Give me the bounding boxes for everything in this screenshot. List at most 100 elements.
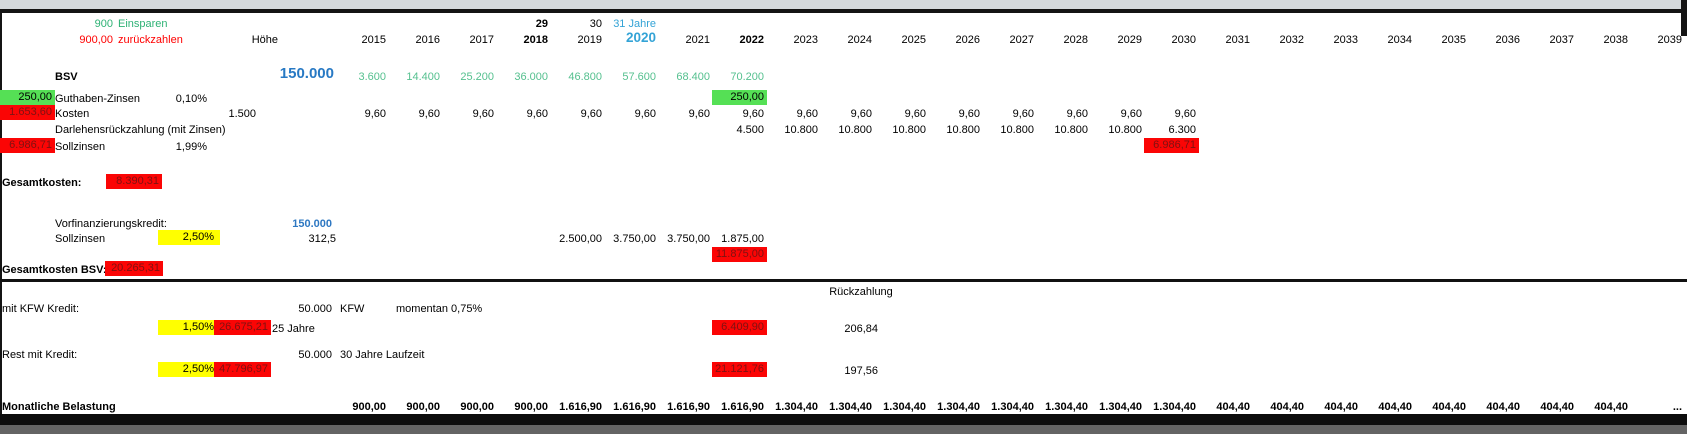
kosten-value-2027[interactable]: 9,60 (1012, 108, 1034, 120)
sollzinsen2-hoehe[interactable]: 312,5 (308, 233, 336, 245)
monat-value-2029[interactable]: 1.304,40 (1099, 401, 1142, 413)
year-header-2032[interactable]: 2032 (1279, 34, 1304, 46)
monat-value-2019[interactable]: 1.616,90 (559, 401, 602, 413)
monat-value-2017[interactable]: 900,00 (460, 401, 494, 413)
kosten-value-2023[interactable]: 9,60 (796, 108, 818, 120)
rest-amount[interactable]: 50.000 (298, 349, 332, 361)
rest-monthly[interactable]: 197,56 (844, 365, 878, 377)
year-header-2037[interactable]: 2037 (1549, 34, 1574, 46)
guthaben-label[interactable]: Guthaben-Zinsen (55, 93, 140, 105)
rest-note[interactable]: 30 Jahre Laufzeit (340, 349, 425, 361)
year-header-2018[interactable]: 2018 (523, 34, 548, 46)
kfw-total-cell[interactable]: 26.675,21 (214, 320, 271, 335)
kosten-value-2020[interactable]: 9,60 (634, 108, 656, 120)
monat-value-2018[interactable]: 900,00 (514, 401, 548, 413)
rest-cell-2022[interactable]: 21.121,76 (712, 362, 767, 377)
year-header-2033[interactable]: 2033 (1333, 34, 1358, 46)
darlehen-value-2022[interactable]: 4.500 (736, 124, 764, 136)
gesamtkosten-label[interactable]: Gesamtkosten: (2, 177, 82, 189)
kosten-value-2030[interactable]: 9,60 (1174, 108, 1196, 120)
year-header-2019[interactable]: 2019 (577, 34, 602, 46)
sollzinsen2-pct-cell[interactable]: 2,50% (158, 230, 220, 245)
bsv-value-2015[interactable]: 3.600 (358, 71, 386, 83)
monat-value-2028[interactable]: 1.304,40 (1045, 401, 1088, 413)
monat-value-2022[interactable]: 1.616,90 (721, 401, 764, 413)
darlehen-label[interactable]: Darlehensrückzahlung (mit Zinsen) (55, 124, 226, 136)
kosten-value-2025[interactable]: 9,60 (904, 108, 926, 120)
gesamt-bsv-total-cell[interactable]: 20.265,31 (105, 261, 163, 276)
bsv-value-2022[interactable]: 70.200 (730, 71, 764, 83)
kosten-label[interactable]: Kosten (55, 108, 90, 120)
sollzinsen-left-cell[interactable]: 6.986,71 (0, 138, 55, 153)
sollzinsen2-value-2020[interactable]: 3.750,00 (613, 233, 656, 245)
bsv-value-2020[interactable]: 57.600 (622, 71, 656, 83)
rest-total-cell[interactable]: 47.796,97 (214, 362, 271, 377)
vorfin-total-cell-2022[interactable]: 11.875,00 (712, 247, 767, 262)
bsv-value-2018[interactable]: 36.000 (514, 71, 548, 83)
year-mark-2020[interactable]: 31 Jahre (613, 18, 656, 30)
bsv-label[interactable]: BSV (55, 71, 78, 83)
kosten-value-2021[interactable]: 9,60 (688, 108, 710, 120)
monat-value-2020[interactable]: 1.616,90 (613, 401, 656, 413)
darlehen-value-2027[interactable]: 10.800 (1000, 124, 1034, 136)
year-header-2021[interactable]: 2021 (685, 34, 710, 46)
year-header-2028[interactable]: 2028 (1063, 34, 1088, 46)
kfw-pct-cell[interactable]: 1,50% (158, 320, 220, 335)
bsv-value-2021[interactable]: 68.400 (676, 71, 710, 83)
bsv-value-2019[interactable]: 46.800 (568, 71, 602, 83)
sollzinsen2-label[interactable]: Sollzinsen (55, 233, 106, 245)
year-header-2027[interactable]: 2027 (1009, 34, 1034, 46)
darlehen-value-2026[interactable]: 10.800 (946, 124, 980, 136)
bsv-value-2017[interactable]: 25.200 (460, 71, 494, 83)
year-header-2038[interactable]: 2038 (1603, 34, 1628, 46)
kosten-value-2016[interactable]: 9,60 (418, 108, 440, 120)
monat-value-2039[interactable]: ... (1672, 401, 1682, 413)
year-mark-2018[interactable]: 29 (535, 18, 548, 30)
vorfin-label[interactable]: Vorfinanzierungskredit: (55, 218, 167, 230)
year-header-2039[interactable]: 2039 (1657, 34, 1682, 46)
kosten-value-2015[interactable]: 9,60 (364, 108, 386, 120)
vorfin-hoehe[interactable]: 150.000 (292, 218, 332, 230)
kosten-value-2018[interactable]: 9,60 (526, 108, 548, 120)
year-header-2015[interactable]: 2015 (361, 34, 386, 46)
monat-label[interactable]: Monatliche Belastung (2, 401, 116, 413)
year-header-2029[interactable]: 2029 (1117, 34, 1142, 46)
rest-pct-cell[interactable]: 2,50% (158, 362, 220, 377)
year-header-2024[interactable]: 2024 (847, 34, 872, 46)
sollzinsen2-value-2019[interactable]: 2.500,00 (559, 233, 602, 245)
monat-value-2032[interactable]: 404,40 (1270, 401, 1304, 413)
kosten-value-2024[interactable]: 9,60 (850, 108, 872, 120)
guthaben-pct[interactable]: 0,10% (175, 93, 207, 105)
monat-value-2036[interactable]: 404,40 (1486, 401, 1520, 413)
kosten-base[interactable]: 1.500 (228, 108, 256, 120)
monat-value-2037[interactable]: 404,40 (1540, 401, 1574, 413)
darlehen-value-2024[interactable]: 10.800 (838, 124, 872, 136)
darlehen-value-2030[interactable]: 6.300 (1168, 124, 1196, 136)
year-header-2017[interactable]: 2017 (469, 34, 494, 46)
kosten-value-2026[interactable]: 9,60 (958, 108, 980, 120)
year-header-2016[interactable]: 2016 (415, 34, 440, 46)
monat-value-2023[interactable]: 1.304,40 (775, 401, 818, 413)
year-header-2022[interactable]: 2022 (739, 34, 764, 46)
monat-value-2038[interactable]: 404,40 (1594, 401, 1628, 413)
monat-value-2024[interactable]: 1.304,40 (829, 401, 872, 413)
sollzinsen2-value-2021[interactable]: 3.750,00 (667, 233, 710, 245)
monat-value-2021[interactable]: 1.616,90 (667, 401, 710, 413)
rest-label[interactable]: Rest mit Kredit: (2, 349, 78, 361)
kfw-name[interactable]: KFW (340, 303, 365, 315)
kfw-note[interactable]: momentan 0,75% (396, 303, 483, 315)
year-header-2025[interactable]: 2025 (901, 34, 926, 46)
kfw-label[interactable]: mit KFW Kredit: (2, 303, 80, 315)
monat-value-2015[interactable]: 900,00 (352, 401, 386, 413)
year-header-2023[interactable]: 2023 (793, 34, 818, 46)
darlehen-value-2025[interactable]: 10.800 (892, 124, 926, 136)
bsv-value-2016[interactable]: 14.400 (406, 71, 440, 83)
monat-value-2025[interactable]: 1.304,40 (883, 401, 926, 413)
kfw-amount[interactable]: 50.000 (298, 303, 332, 315)
monat-value-2026[interactable]: 1.304,40 (937, 401, 980, 413)
darlehen-value-2023[interactable]: 10.800 (784, 124, 818, 136)
monat-value-2030[interactable]: 1.304,40 (1153, 401, 1196, 413)
bsv-hoehe[interactable]: 150.000 (279, 65, 334, 82)
sollzinsen-pct[interactable]: 1,99% (175, 141, 207, 153)
year-header-2020[interactable]: 2020 (625, 30, 656, 45)
